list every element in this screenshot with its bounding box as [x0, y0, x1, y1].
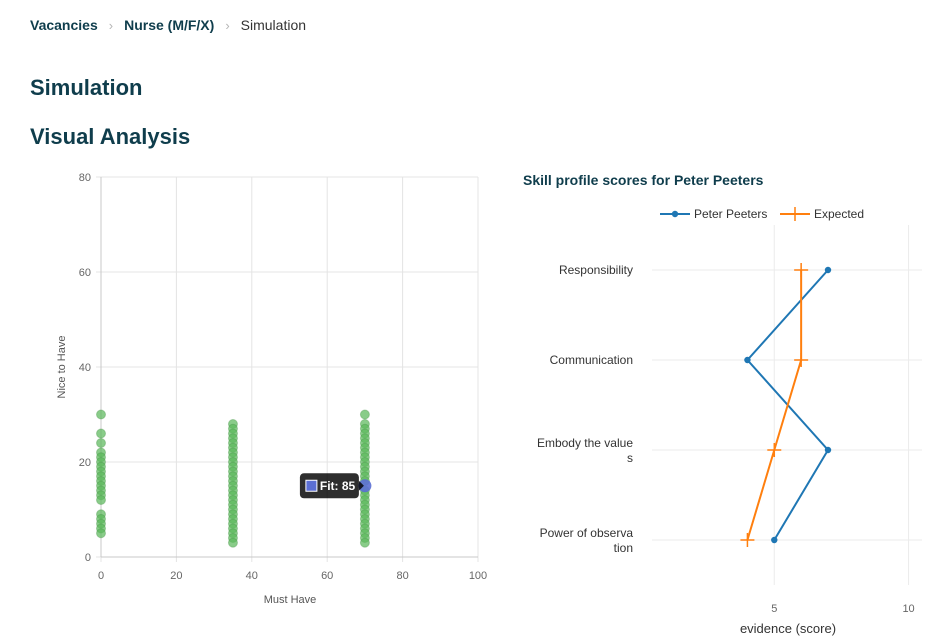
scatter-y-tick-label: 0	[85, 552, 91, 564]
chevron-right-icon: ›	[108, 17, 114, 33]
chevron-right-icon: ›	[225, 17, 230, 33]
candidate-point	[96, 495, 106, 505]
skill-x-tick-label: 5	[771, 603, 777, 615]
expected-marker	[794, 353, 809, 367]
candidate-point	[227, 537, 238, 548]
page-title: Simulation	[30, 75, 143, 100]
fit-tooltip: Fit: 85	[299, 473, 364, 499]
skill-category-label: Communication	[550, 353, 633, 367]
expected-marker	[740, 533, 755, 547]
legend-marker-peter	[671, 210, 679, 218]
candidate-point	[96, 528, 106, 539]
scatter-y-tick-label: 20	[79, 457, 91, 469]
score-point	[744, 356, 751, 364]
candidate-point	[359, 537, 370, 548]
scatter-x-tick-label: 0	[98, 570, 104, 582]
tooltip-box	[299, 473, 359, 499]
scatter-y-tick-label: 40	[79, 362, 91, 374]
series-line	[746, 270, 803, 541]
highlight-point	[358, 479, 372, 493]
score-point	[824, 446, 832, 454]
scatter-x-axis-label: Must Have	[264, 594, 317, 606]
scatter-chart: Must Have Nice to Have 0 20 40 60 80 100 0 20 40…	[56, 172, 487, 606]
tooltip-label: Fit: 85	[320, 479, 356, 493]
expected-marker	[794, 263, 809, 277]
skill-profile-chart: evidence (score) 5 10 Responsibility Commun…	[537, 207, 922, 636]
legend-label-expected: Expected	[814, 207, 864, 221]
scatter-x-tick-label: 80	[396, 570, 408, 582]
score-point	[824, 266, 832, 274]
section-title: Visual Analysis	[30, 124, 191, 149]
skill-category-label: Power of observa	[540, 526, 634, 540]
breadcrumb-current: Simulation	[240, 17, 307, 33]
scatter-y-axis-label: Nice to Have	[56, 336, 68, 399]
breadcrumb-vacancies-link[interactable]: Vacancies	[30, 17, 98, 33]
skill-category-label: Embody the value	[537, 436, 633, 450]
scatter-x-tick-label: 60	[321, 570, 333, 582]
candidate-point	[359, 409, 370, 420]
skill-category-label: tion	[614, 541, 633, 555]
legend-label-peter: Peter Peeters	[694, 207, 767, 221]
scatter-y-tick-label: 60	[79, 267, 91, 279]
scatter-x-tick-label: 40	[246, 570, 258, 582]
candidate-point	[96, 438, 106, 448]
scatter-y-tick-label: 80	[79, 172, 91, 184]
scatter-x-tick-label: 20	[170, 570, 182, 582]
scatter-x-tick-label: 100	[469, 570, 487, 582]
skill-category-label: s	[627, 451, 633, 465]
expected-marker	[767, 443, 782, 457]
skill-category-label: Responsibility	[559, 263, 633, 277]
score-point	[771, 536, 778, 544]
skill-x-axis-label: evidence (score)	[740, 621, 836, 636]
tooltip-caret	[358, 480, 364, 491]
candidate-point	[96, 428, 106, 439]
breadcrumb: Vacancies › Nurse (M/F/X) › Simulation	[30, 17, 306, 33]
skill-x-tick-label: 10	[902, 603, 914, 615]
skill-chart-title: Skill profile scores for Peter Peeters	[523, 172, 764, 188]
breadcrumb-vacancy-link[interactable]: Nurse (M/F/X)	[124, 17, 215, 33]
tooltip-swatch	[305, 479, 318, 492]
candidate-point	[96, 409, 106, 420]
